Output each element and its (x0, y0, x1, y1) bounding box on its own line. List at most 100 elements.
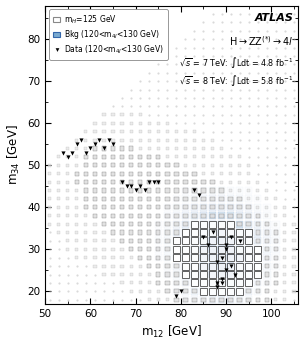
Bar (210, 188, 215, 192)
Bar (255, 289, 260, 293)
Bar (156, 163, 161, 167)
Point (97, 137, 102, 143)
Bar (75, 231, 78, 234)
Bar (165, 247, 170, 252)
Bar (174, 205, 178, 209)
Bar (272, 229, 280, 236)
Bar (184, 147, 187, 150)
Bar (200, 187, 207, 194)
Bar (209, 271, 216, 278)
Bar (254, 221, 261, 228)
Bar (227, 246, 234, 253)
Bar (173, 237, 180, 244)
Bar (148, 273, 151, 276)
Point (215, 259, 219, 265)
Bar (102, 197, 106, 201)
Bar (138, 180, 142, 184)
Bar (165, 172, 170, 176)
Bar (102, 180, 106, 184)
Bar (147, 256, 151, 260)
Bar (102, 130, 105, 133)
Bar (220, 164, 223, 167)
Bar (130, 122, 133, 125)
Bar (245, 296, 252, 303)
Bar (254, 254, 261, 261)
Bar (120, 273, 124, 276)
Bar (93, 231, 97, 234)
Bar (57, 172, 60, 175)
Bar (75, 155, 78, 158)
Bar (191, 212, 198, 219)
Bar (173, 195, 180, 202)
Bar (66, 206, 69, 209)
Bar (93, 205, 97, 209)
Bar (84, 239, 88, 242)
Bar (93, 122, 97, 125)
Bar (209, 246, 216, 253)
Bar (237, 213, 242, 218)
Bar (200, 212, 207, 219)
Bar (138, 197, 142, 201)
Text: $\sqrt{s}$ = 8 TeV: $\int$Ldt = 5.8 fb$^{-1}$: $\sqrt{s}$ = 8 TeV: $\int$Ldt = 5.8 fb$^… (179, 73, 293, 88)
Bar (228, 205, 233, 209)
Bar (209, 296, 216, 303)
Bar (245, 254, 252, 261)
Point (196, 192, 201, 198)
Bar (130, 113, 133, 116)
Bar (182, 254, 189, 261)
Bar (57, 222, 60, 226)
Bar (129, 239, 133, 243)
Bar (255, 298, 260, 302)
Bar (202, 147, 205, 150)
Bar (182, 271, 189, 278)
Bar (254, 271, 261, 278)
Bar (238, 189, 241, 192)
Bar (182, 229, 189, 236)
Point (133, 188, 138, 193)
Bar (263, 271, 271, 278)
Bar (255, 230, 260, 235)
Bar (184, 130, 187, 133)
Bar (218, 271, 225, 278)
Bar (130, 130, 133, 133)
Bar (112, 273, 115, 276)
Bar (156, 247, 161, 252)
Bar (93, 180, 97, 184)
Bar (209, 221, 216, 228)
Bar (57, 181, 60, 183)
Bar (173, 212, 180, 219)
Bar (292, 256, 295, 259)
Bar (148, 281, 151, 284)
Bar (229, 189, 232, 192)
Bar (84, 248, 88, 251)
Bar (164, 237, 171, 244)
Bar (200, 280, 207, 286)
Bar (182, 195, 189, 202)
Bar (283, 222, 286, 226)
Bar (48, 206, 51, 209)
Bar (138, 163, 142, 167)
Bar (165, 289, 170, 293)
Bar (265, 214, 268, 217)
Bar (129, 205, 133, 209)
Bar (237, 222, 242, 226)
Bar (147, 230, 151, 235)
Bar (166, 138, 169, 142)
Bar (102, 138, 105, 142)
Point (120, 179, 125, 185)
Bar (200, 263, 207, 270)
Bar (200, 237, 207, 244)
Bar (236, 288, 244, 295)
Bar (184, 164, 187, 167)
Bar (211, 138, 214, 142)
Bar (175, 138, 178, 142)
Bar (236, 212, 244, 219)
Bar (263, 204, 271, 211)
Bar (174, 230, 178, 235)
Bar (138, 247, 142, 252)
Bar (292, 265, 295, 267)
Bar (66, 248, 69, 251)
Point (124, 183, 129, 189)
Bar (157, 290, 160, 293)
Bar (236, 187, 244, 194)
